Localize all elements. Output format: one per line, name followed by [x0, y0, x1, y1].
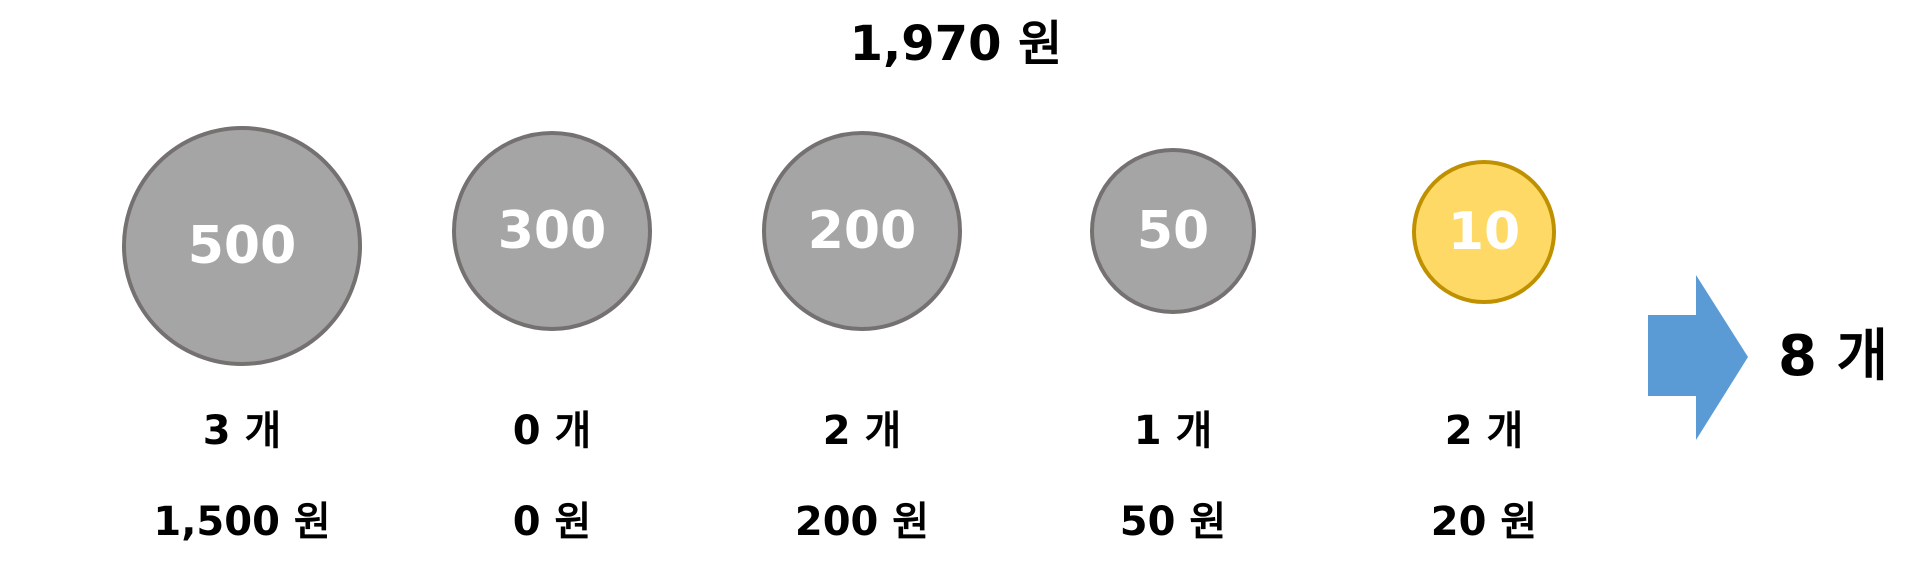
coin-amount: 50 원 — [1119, 499, 1227, 545]
coin-count: 3 개 — [202, 408, 282, 454]
coin-value: 50 — [1136, 201, 1210, 261]
coin-value: 300 — [497, 201, 607, 261]
result-count: 8 개 — [1778, 324, 1888, 389]
right-arrow-icon — [1648, 275, 1748, 440]
coin-amount: 0 원 — [512, 499, 592, 545]
coin-300: 300 — [452, 131, 652, 331]
coin-amount: 1,500 원 — [153, 499, 331, 545]
coin-10: 10 — [1412, 160, 1556, 304]
coin-50: 50 — [1090, 148, 1256, 314]
coin-value: 500 — [187, 216, 297, 276]
coin-200: 200 — [762, 131, 962, 331]
coin-amount: 20 원 — [1430, 499, 1538, 545]
coin-count: 0 개 — [512, 408, 592, 454]
coin-500: 500 — [122, 126, 362, 366]
coin-value: 200 — [807, 201, 917, 261]
coin-amount: 200 원 — [794, 499, 930, 545]
coin-count: 2 개 — [822, 408, 902, 454]
total-amount: 1,970 원 — [849, 16, 1063, 72]
coin-count: 2 개 — [1444, 408, 1524, 454]
coin-value: 10 — [1447, 202, 1521, 262]
coin-count: 1 개 — [1133, 408, 1213, 454]
